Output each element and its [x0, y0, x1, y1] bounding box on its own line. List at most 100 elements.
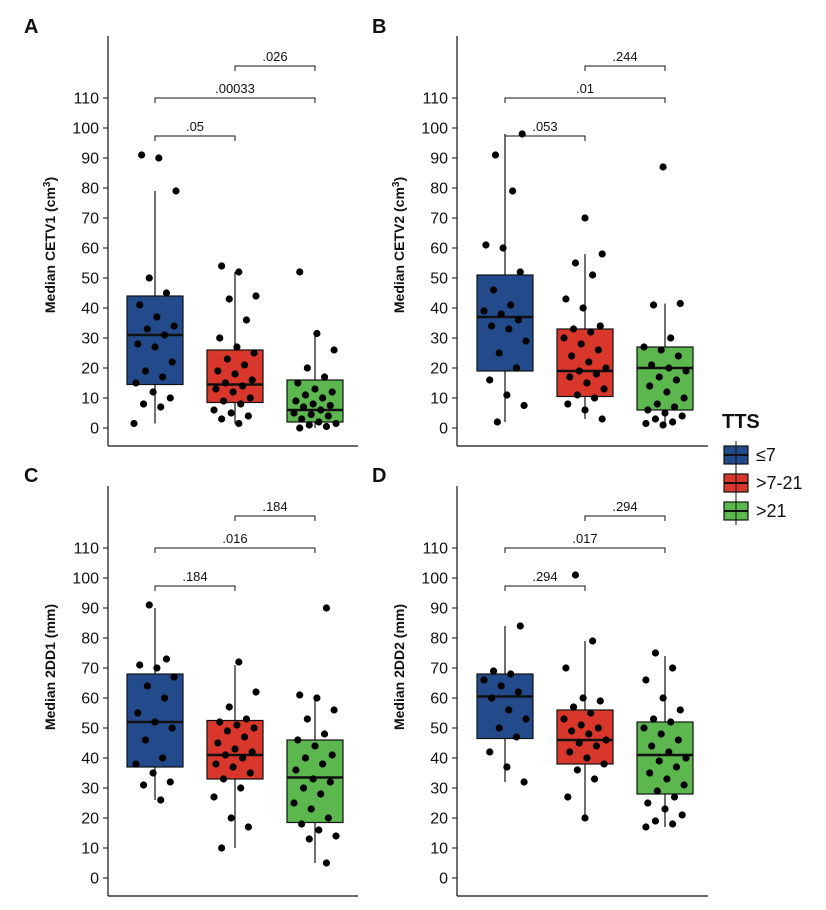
p-value-label: .244 [612, 49, 637, 64]
panel-c: C 0 10 20 30 40 50 60 70 80 90 100 110 Median 2DD1 (m… [24, 465, 358, 897]
data-point [482, 241, 490, 249]
y-tick-label: 30 [81, 781, 99, 798]
data-point [139, 781, 148, 789]
box-3 [636, 649, 694, 831]
data-point [235, 268, 243, 276]
data-point [577, 721, 585, 729]
data-point [244, 412, 252, 420]
data-point [575, 367, 583, 375]
data-point [507, 670, 515, 678]
y-tick-label: 110 [422, 541, 448, 558]
data-point [676, 706, 684, 714]
data-point [488, 322, 496, 330]
data-point [661, 805, 669, 813]
y-tick-label: 100 [72, 121, 99, 138]
data-point [296, 268, 304, 276]
y-tick-label: 40 [430, 751, 448, 768]
data-point [520, 778, 528, 786]
data-point [168, 724, 176, 732]
comparison-bracket: .184 [234, 499, 316, 521]
data-point [138, 151, 146, 159]
data-point [239, 754, 247, 762]
legend-label: >7-21 [756, 473, 803, 493]
data-point [682, 754, 690, 762]
data-point [648, 742, 656, 750]
data-point [328, 751, 336, 759]
data-point [313, 329, 321, 338]
panel-letter: C [24, 465, 38, 487]
data-point [480, 307, 488, 315]
data-point [590, 775, 599, 783]
data-point [488, 694, 496, 702]
data-point [311, 385, 319, 393]
data-point [568, 352, 576, 360]
panel-letter: B [372, 16, 386, 38]
data-point [219, 775, 228, 783]
data-point [149, 388, 157, 396]
data-point [221, 751, 230, 759]
box-2 [206, 658, 264, 852]
data-point [653, 787, 661, 795]
data-point [157, 796, 165, 804]
data-point [562, 664, 570, 672]
data-point [328, 388, 336, 396]
data-point [566, 373, 574, 381]
y-tick-label: 110 [73, 91, 99, 108]
box-1 [476, 622, 534, 786]
panel-letter: A [24, 16, 38, 38]
data-point [233, 343, 241, 351]
box-iqr [126, 295, 184, 386]
data-point [235, 419, 243, 428]
data-point [667, 718, 675, 726]
y-tick-label: 100 [421, 571, 448, 588]
data-point [678, 412, 686, 420]
data-point [132, 760, 140, 768]
data-point [566, 748, 574, 756]
data-point [248, 376, 256, 384]
data-point [160, 331, 169, 339]
data-point [143, 682, 151, 690]
data-point [562, 295, 570, 303]
data-point [162, 655, 171, 663]
data-point [655, 757, 663, 765]
data-point [303, 715, 311, 723]
data-point [231, 370, 239, 378]
bracket-line [504, 585, 586, 591]
data-point [663, 388, 671, 396]
data-point [585, 730, 593, 738]
data-point [139, 400, 148, 408]
box-iqr [476, 274, 534, 372]
data-point [149, 769, 157, 777]
legend: TTS ≤7 >7-21 >21 [722, 411, 803, 525]
data-point [678, 811, 686, 819]
data-point [680, 781, 688, 789]
box-2 [556, 571, 614, 822]
y-tick-label: 10 [430, 841, 448, 858]
data-point [672, 763, 681, 771]
data-point [669, 664, 677, 672]
y-axis-label: Median 2DD2 (mm) [391, 604, 407, 730]
data-point [669, 418, 677, 426]
data-point [151, 343, 159, 351]
data-point [585, 358, 593, 366]
data-point [330, 706, 338, 714]
bracket-line [154, 135, 236, 141]
data-point [640, 724, 648, 732]
data-point [657, 346, 665, 354]
data-point [324, 814, 332, 822]
data-point [136, 301, 144, 309]
data-point [153, 313, 161, 321]
y-tick-label: 30 [81, 331, 99, 348]
data-point [216, 718, 224, 726]
panel-letter: D [372, 465, 386, 487]
data-point [223, 355, 231, 363]
y-tick-label: 0 [90, 421, 99, 438]
y-tick-label: 20 [81, 811, 99, 828]
comparison-bracket: .017 [504, 531, 666, 553]
data-point [522, 337, 530, 345]
bracket-line [584, 515, 666, 521]
y-tick-label: 70 [430, 211, 448, 228]
bracket-line [234, 515, 316, 521]
data-point [575, 739, 583, 747]
